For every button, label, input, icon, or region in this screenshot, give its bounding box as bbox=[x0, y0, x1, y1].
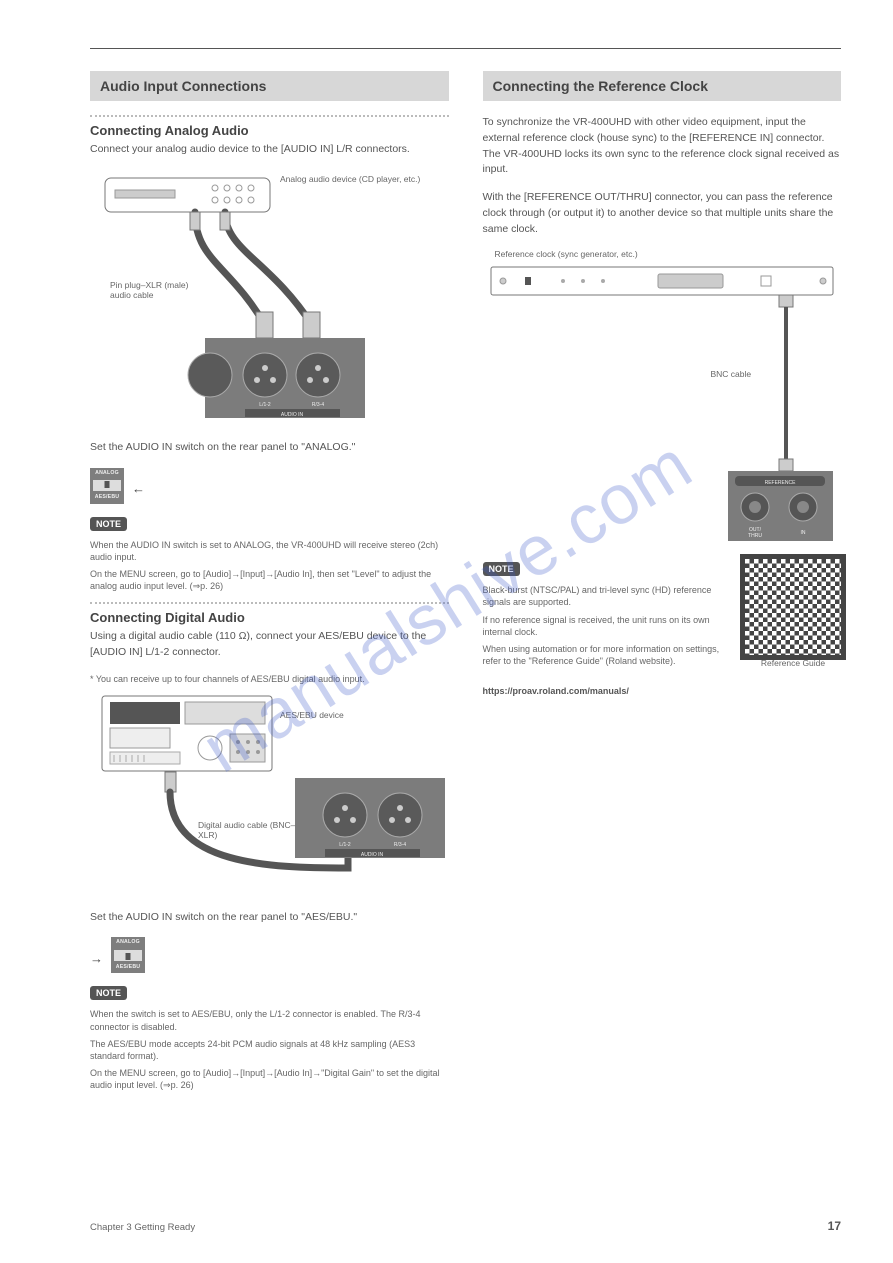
digital-star: * You can receive up to four channels of… bbox=[90, 673, 449, 685]
analog-heading: Connecting Analog Audio bbox=[90, 123, 449, 138]
analog-note-1: When the AUDIO IN switch is set to ANALO… bbox=[90, 539, 449, 563]
analog-diagram: L/1-2 R/3-4 AUDIO IN Analog audio device… bbox=[90, 170, 449, 440]
analog-device-caption: Analog audio device (CD player, etc.) bbox=[280, 174, 430, 185]
dot-rule bbox=[90, 115, 449, 117]
switch-label-aes-2: AES/EBU bbox=[114, 965, 142, 970]
svg-text:REFERENCE: REFERENCE bbox=[764, 480, 796, 486]
page-number: 17 bbox=[828, 1219, 841, 1233]
analog-note-2: On the MENU screen, go to [Audio]→[Input… bbox=[90, 568, 449, 592]
ref-body1: To synchronize the VR-400UHD with other … bbox=[483, 115, 842, 178]
dot-rule-2 bbox=[90, 602, 449, 604]
digital-body: Using a digital audio cable (110 Ω), con… bbox=[90, 629, 449, 661]
note-pill-2: NOTE bbox=[90, 986, 127, 1000]
svg-text:IN: IN bbox=[800, 530, 805, 536]
sync-generator-icon bbox=[491, 267, 833, 295]
qr-code-icon bbox=[745, 559, 841, 655]
audio-in-panel-icon: L/1-2 R/3-4 AUDIO IN bbox=[188, 338, 365, 418]
switch-label-aes: AES/EBU bbox=[93, 495, 121, 500]
right-column: Connecting the Reference Clock To synchr… bbox=[483, 71, 842, 1096]
arrow-icon: ← bbox=[132, 475, 145, 496]
left-column: Audio Input Connections Connecting Analo… bbox=[90, 71, 449, 1096]
note-pill-ref: NOTE bbox=[483, 562, 520, 576]
digital-device-caption: AES/EBU device bbox=[280, 710, 400, 721]
analog-switch-diagram: ANALOG AES/EBU ← bbox=[90, 468, 449, 504]
digital-heading: Connecting Digital Audio bbox=[90, 610, 449, 625]
switch-label-analog-2: ANALOG bbox=[114, 940, 142, 945]
footer-chapter: Chapter 3 Getting Ready bbox=[90, 1222, 195, 1233]
svg-text:R/3-4: R/3-4 bbox=[312, 402, 324, 408]
ref-url: https://proav.roland.com/manuals/ bbox=[483, 685, 842, 697]
section-title-audio: Audio Input Connections bbox=[90, 71, 449, 101]
ref-device-caption: Reference clock (sync generator, etc.) bbox=[495, 249, 715, 260]
deck-icon bbox=[102, 696, 272, 771]
digital-note-2: The AES/EBU mode accepts 24-bit PCM audi… bbox=[90, 1038, 449, 1062]
digital-switch-diagram: → ANALOG AES/EBU bbox=[90, 937, 449, 973]
arrow-icon: → bbox=[90, 945, 103, 966]
svg-text:AUDIO IN: AUDIO IN bbox=[361, 852, 384, 858]
ref-cable-caption: BNC cable bbox=[711, 369, 771, 380]
footer: Chapter 3 Getting Ready 17 bbox=[90, 1219, 841, 1233]
section-title-reference: Connecting the Reference Clock bbox=[483, 71, 842, 101]
ref-body2: With the [REFERENCE OUT/THRU] connector,… bbox=[483, 190, 842, 237]
svg-text:THRU: THRU bbox=[748, 533, 762, 539]
analog-body: Connect your analog audio device to the … bbox=[90, 142, 449, 158]
svg-text:L/1-2: L/1-2 bbox=[259, 402, 271, 408]
digital-note-3: On the MENU screen, go to [Audio]→[Input… bbox=[90, 1067, 449, 1091]
digital-note-1: When the switch is set to AES/EBU, only … bbox=[90, 1008, 449, 1032]
svg-text:L/1-2: L/1-2 bbox=[339, 842, 351, 848]
ref-note-3: When using automation or for more inform… bbox=[483, 643, 733, 667]
digital-cable-caption: Digital audio cable (BNC–XLR) bbox=[198, 820, 308, 841]
digital-diagram: L/1-2 R/3-4 AUDIO IN AES/EBU device Digi… bbox=[90, 690, 449, 910]
qr-caption: Reference Guide bbox=[745, 658, 841, 668]
cd-player-icon bbox=[105, 178, 270, 212]
svg-text:AUDIO IN: AUDIO IN bbox=[281, 412, 304, 418]
digital-switch-text: Set the AUDIO IN switch on the rear pane… bbox=[90, 910, 449, 926]
analog-cable-caption: Pin plug–XLR (male) audio cable bbox=[110, 280, 210, 301]
analog-switch-text: Set the AUDIO IN switch on the rear pane… bbox=[90, 440, 449, 456]
ref-note-2: If no reference signal is received, the … bbox=[483, 614, 733, 638]
header-rule bbox=[90, 48, 841, 49]
switch-label-analog: ANALOG bbox=[93, 471, 121, 476]
note-pill: NOTE bbox=[90, 517, 127, 531]
ref-note-1: Black-burst (NTSC/PAL) and tri-level syn… bbox=[483, 584, 733, 608]
reference-panel-icon: REFERENCE OUT/ THRU IN bbox=[728, 471, 833, 541]
qr-block: Reference Guide bbox=[745, 559, 841, 668]
reference-diagram: REFERENCE OUT/ THRU IN Reference clock (… bbox=[483, 249, 842, 559]
svg-text:R/3-4: R/3-4 bbox=[394, 842, 406, 848]
audio-in-panel-icon-2: L/1-2 R/3-4 AUDIO IN bbox=[295, 778, 445, 858]
